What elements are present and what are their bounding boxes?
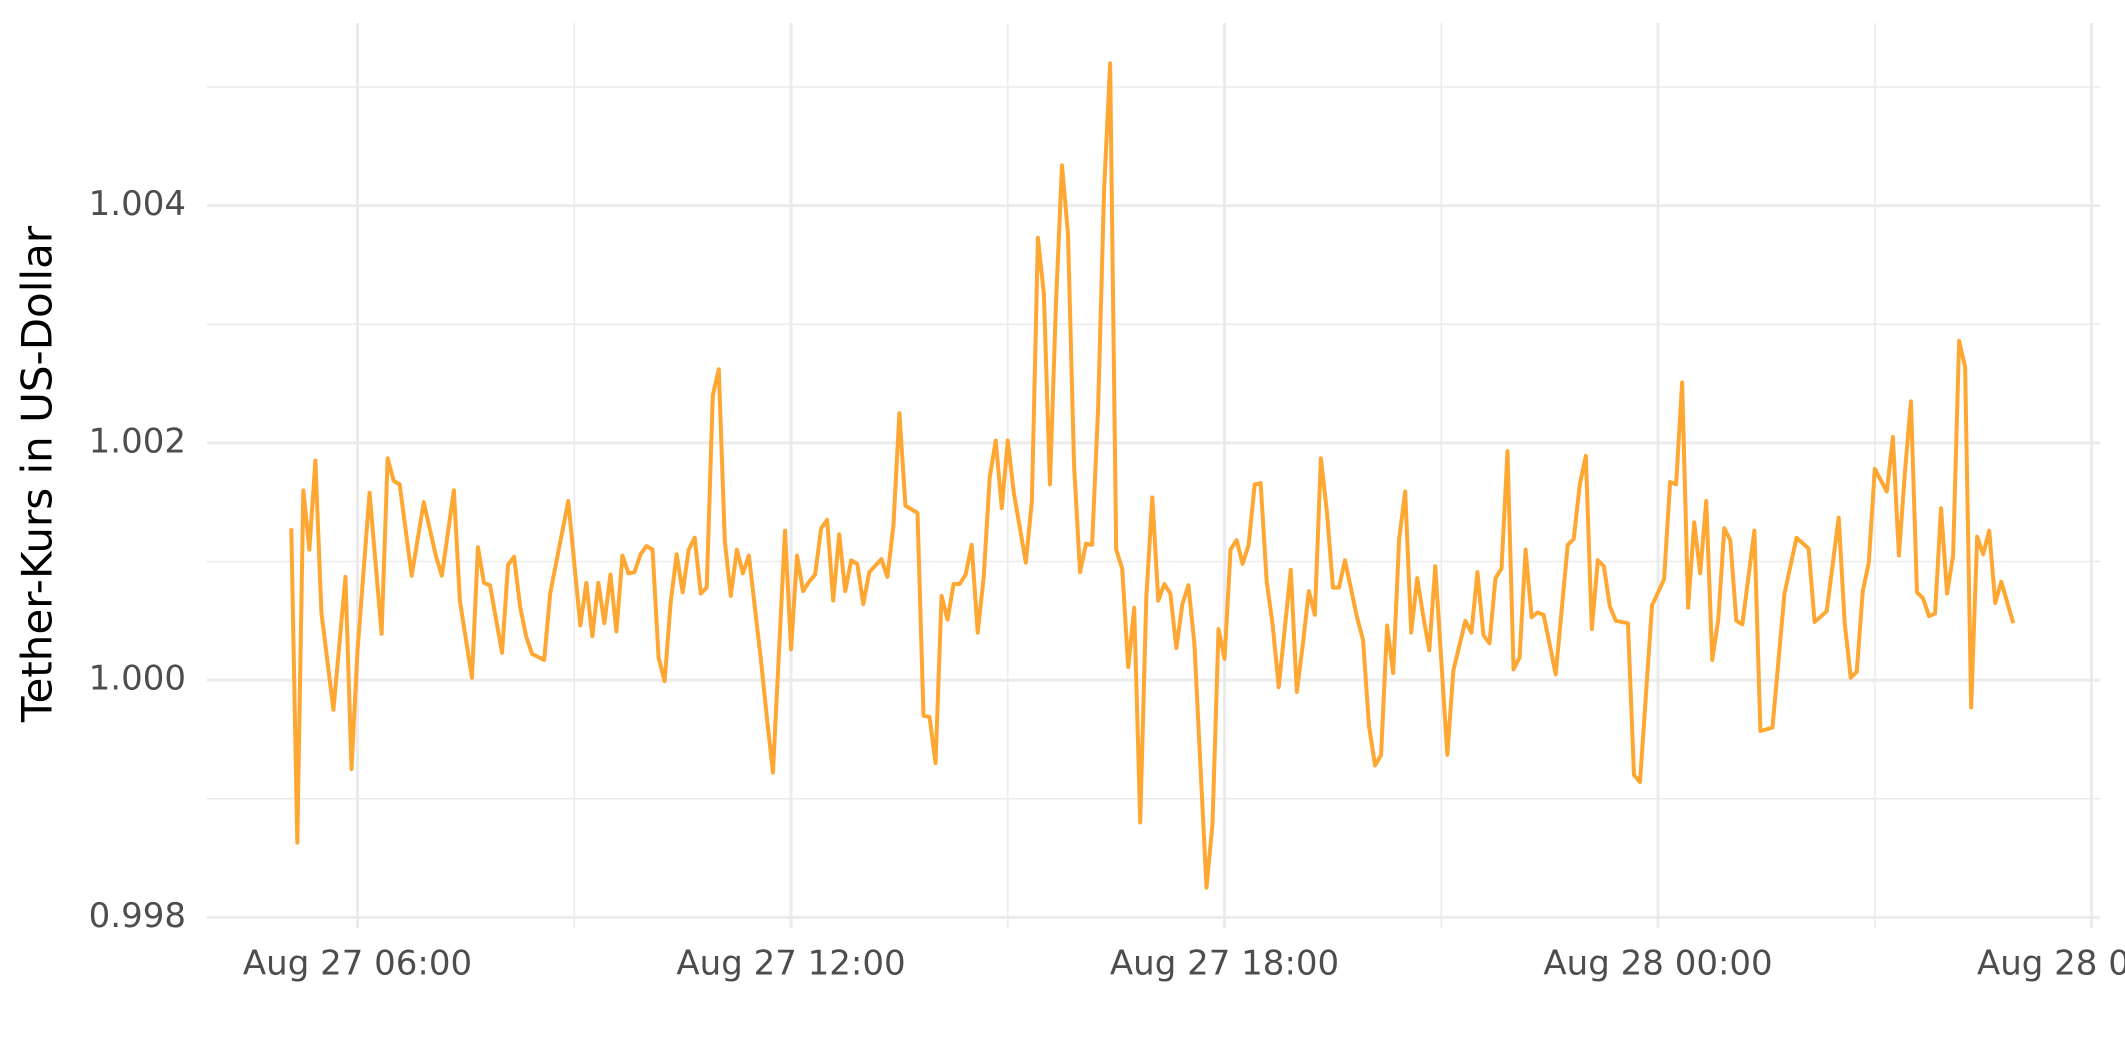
x-tick-label: Aug 27 18:00 bbox=[1110, 944, 1339, 984]
y-tick-label: 0.998 bbox=[89, 896, 186, 936]
y-tick-label: 1.000 bbox=[89, 659, 186, 699]
price-line bbox=[289, 61, 2016, 890]
y-axis-label: Tether-Kurs in US-Dollar bbox=[13, 225, 62, 723]
x-tick-label: Aug 28 00:00 bbox=[1543, 944, 1772, 984]
plot-area bbox=[289, 61, 2016, 890]
grid bbox=[207, 23, 2100, 928]
x-tick-label: Aug 27 06:00 bbox=[243, 944, 472, 984]
y-tick-label: 1.002 bbox=[89, 421, 186, 461]
y-tick-label: 1.004 bbox=[89, 184, 186, 224]
x-tick-label: Aug 28 06:00 bbox=[1977, 944, 2125, 984]
x-tick-label: Aug 27 12:00 bbox=[676, 944, 905, 984]
